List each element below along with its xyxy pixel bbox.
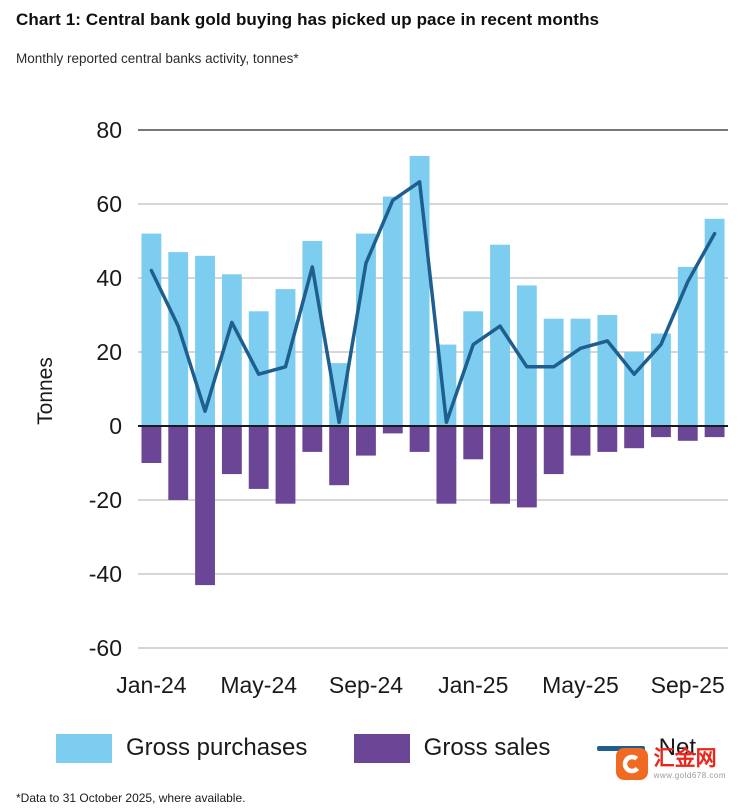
svg-text:May-25: May-25 bbox=[542, 672, 619, 698]
svg-text:-60: -60 bbox=[89, 635, 122, 661]
legend-label-gross-purchases: Gross purchases bbox=[126, 734, 308, 761]
legend-label-net: Net bbox=[658, 734, 696, 761]
svg-text:Sep-25: Sep-25 bbox=[651, 672, 725, 698]
legend-item-net: Net bbox=[596, 734, 696, 762]
svg-text:20: 20 bbox=[96, 339, 122, 365]
chart-legend: Gross purchases Gross sales Net bbox=[0, 725, 742, 771]
watermark-text: 汇金网 www.gold678.com bbox=[653, 747, 726, 781]
legend-item-gross-purchases: Gross purchases bbox=[56, 733, 308, 763]
chart-subtitle: Monthly reported central banks activity,… bbox=[16, 51, 299, 66]
svg-text:-20: -20 bbox=[89, 487, 122, 513]
y-axis-label: Tonnes bbox=[34, 357, 57, 425]
legend-item-gross-sales: Gross sales bbox=[353, 733, 551, 763]
svg-text:Jan-25: Jan-25 bbox=[438, 672, 508, 698]
watermark-brand: 汇金网 bbox=[653, 747, 717, 770]
svg-text:May-24: May-24 bbox=[220, 672, 297, 698]
svg-text:40: 40 bbox=[96, 265, 122, 291]
footnote: *Data to 31 October 2025, where availabl… bbox=[16, 791, 246, 805]
svg-text:Sep-24: Sep-24 bbox=[329, 672, 403, 698]
watermark-url: www.gold678.com bbox=[653, 771, 726, 781]
net-line-swatch bbox=[596, 745, 645, 751]
svg-text:-40: -40 bbox=[89, 561, 122, 587]
gross-sales-swatch bbox=[353, 733, 410, 763]
chart-title: Chart 1: Central bank gold buying has pi… bbox=[16, 10, 600, 29]
watermark-logo-icon bbox=[615, 748, 648, 781]
svg-text:80: 80 bbox=[96, 117, 122, 143]
legend-label-gross-sales: Gross sales bbox=[423, 734, 551, 761]
svg-text:Jan-24: Jan-24 bbox=[116, 672, 187, 698]
svg-text:60: 60 bbox=[96, 191, 122, 217]
watermark: 汇金网 www.gold678.com bbox=[615, 747, 726, 781]
chart-canvas: -60 -40 -20 0 20 40 60 80 Jan-24 May-24 Sep-24 Jan-… bbox=[89, 117, 728, 698]
chart-header: Chart 1: Central bank gold buying has pi… bbox=[0, 0, 742, 95]
gross-purchases-swatch bbox=[56, 733, 112, 763]
svg-text:0: 0 bbox=[109, 413, 122, 439]
